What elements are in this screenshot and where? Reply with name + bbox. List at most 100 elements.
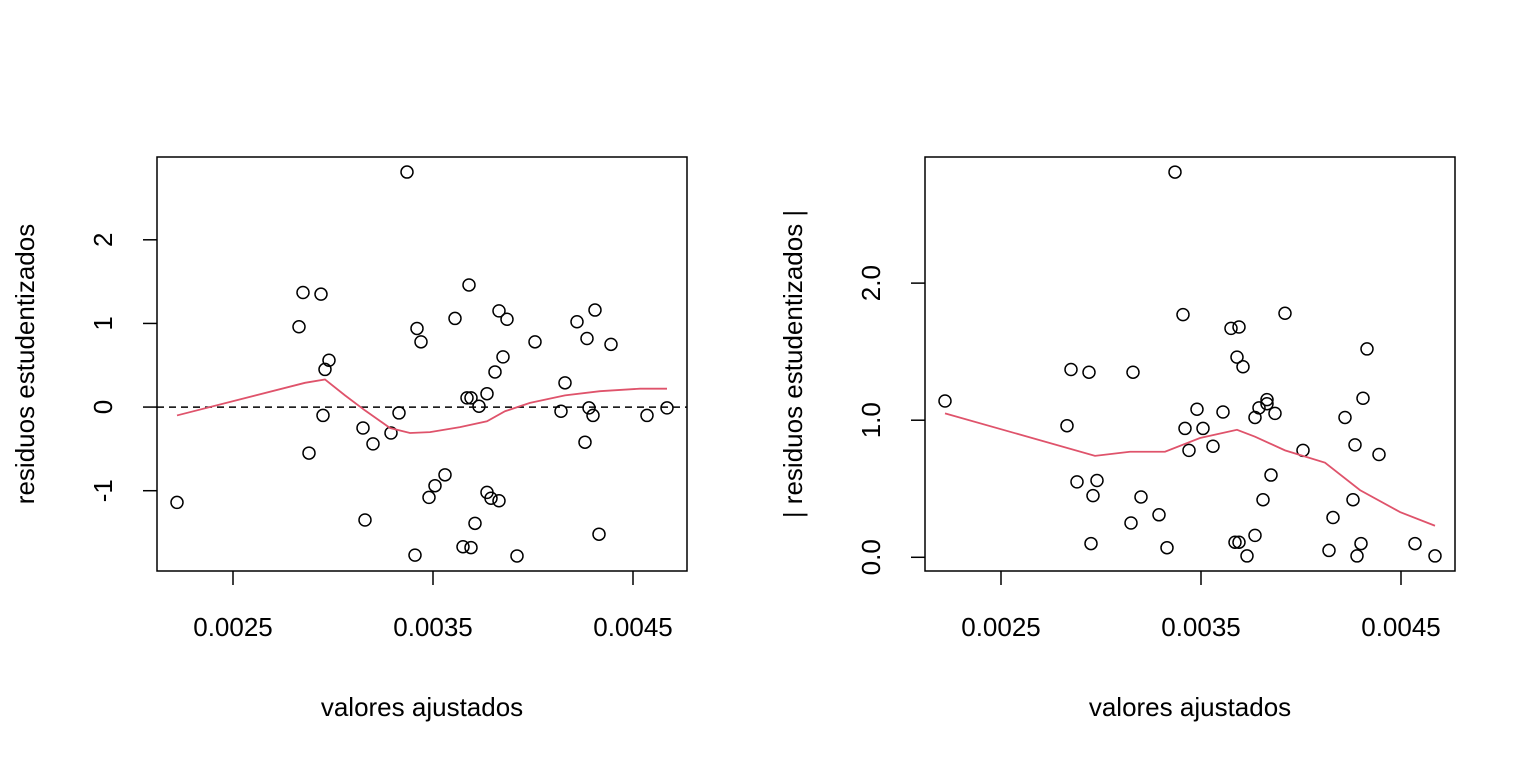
point xyxy=(588,303,602,317)
point xyxy=(302,446,316,460)
point xyxy=(1232,535,1246,549)
point xyxy=(1228,535,1242,549)
point xyxy=(170,495,184,510)
x-tick-label: 0.0025 xyxy=(961,612,1041,642)
y-tick-label: 0 xyxy=(88,400,118,414)
point xyxy=(640,408,654,423)
point xyxy=(578,435,592,449)
point xyxy=(462,278,476,292)
point xyxy=(582,401,596,415)
point xyxy=(1224,321,1238,336)
point xyxy=(496,350,510,364)
point xyxy=(1260,397,1274,411)
point xyxy=(1350,549,1364,563)
point xyxy=(1086,488,1100,503)
point xyxy=(1064,362,1078,377)
point xyxy=(356,421,370,435)
point xyxy=(464,391,478,405)
point xyxy=(1252,401,1266,415)
point xyxy=(468,516,482,531)
smooth-line xyxy=(176,378,667,434)
plot-frame xyxy=(156,156,688,572)
point xyxy=(484,491,498,505)
point xyxy=(428,478,442,493)
point xyxy=(1372,447,1386,462)
point xyxy=(422,490,436,505)
point xyxy=(938,394,952,408)
point xyxy=(558,376,572,390)
y-tick-label: 2 xyxy=(88,233,118,247)
point xyxy=(410,321,424,336)
point xyxy=(1232,320,1246,334)
point xyxy=(460,391,474,405)
point xyxy=(1082,365,1096,379)
point xyxy=(322,353,336,367)
point xyxy=(1124,516,1138,530)
point xyxy=(1346,492,1360,507)
point xyxy=(1070,475,1084,489)
point xyxy=(500,312,514,327)
point xyxy=(580,331,594,346)
point xyxy=(1428,549,1442,563)
point xyxy=(456,539,470,554)
y-tick-label: 1.0 xyxy=(856,402,886,438)
point xyxy=(1134,490,1148,504)
point xyxy=(1090,473,1104,488)
point xyxy=(1178,421,1192,436)
point xyxy=(604,337,618,352)
point xyxy=(1268,406,1282,421)
x-tick-label: 0.0035 xyxy=(1161,612,1241,642)
point xyxy=(314,287,328,301)
point xyxy=(1152,508,1166,522)
point xyxy=(1248,528,1262,543)
point xyxy=(1278,306,1292,321)
point xyxy=(1196,421,1210,436)
x-tick-label: 0.0035 xyxy=(393,612,473,642)
point xyxy=(492,493,506,508)
point xyxy=(1126,365,1140,379)
point xyxy=(292,320,306,334)
point xyxy=(392,406,406,420)
point xyxy=(366,437,380,451)
point xyxy=(1264,468,1278,482)
point xyxy=(400,165,414,179)
point xyxy=(1216,405,1230,419)
smooth-line xyxy=(944,412,1436,527)
point xyxy=(1326,510,1340,525)
y-axis-label: | residuos estudentizados | xyxy=(778,210,808,518)
point xyxy=(480,386,494,401)
y-tick-label: -1 xyxy=(88,479,118,502)
point xyxy=(510,549,524,563)
point xyxy=(1236,359,1250,374)
point xyxy=(438,468,452,482)
point xyxy=(358,513,372,527)
point xyxy=(1260,392,1274,407)
point xyxy=(1408,536,1422,551)
point xyxy=(592,527,606,541)
point xyxy=(554,404,568,419)
point xyxy=(1354,536,1368,551)
point xyxy=(1356,391,1370,406)
point xyxy=(1160,540,1174,555)
point xyxy=(660,401,674,415)
point xyxy=(448,311,462,326)
point xyxy=(1206,439,1220,454)
x-axis-label: valores ajustados xyxy=(1089,692,1291,722)
y-tick-label: 1 xyxy=(88,316,118,330)
point xyxy=(1084,536,1098,551)
point xyxy=(1360,342,1374,356)
x-axis-label: valores ajustados xyxy=(321,692,523,722)
point xyxy=(1182,443,1196,458)
point xyxy=(586,408,600,423)
point xyxy=(472,399,486,413)
x-tick-label: 0.0045 xyxy=(593,612,673,642)
point xyxy=(1348,438,1362,452)
point xyxy=(414,335,428,349)
x-tick-label: 0.0045 xyxy=(1361,612,1441,642)
point xyxy=(1240,549,1254,563)
point xyxy=(296,285,310,300)
y-tick-label: 2.0 xyxy=(856,265,886,301)
point xyxy=(1190,402,1204,416)
point xyxy=(408,548,422,562)
